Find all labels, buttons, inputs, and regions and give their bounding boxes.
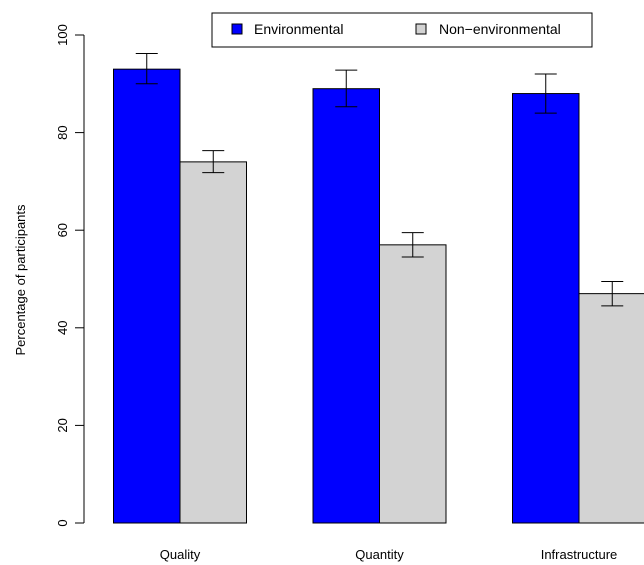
bar	[113, 68, 181, 524]
legend-label: Environmental	[254, 21, 344, 37]
y-tick-label: 60	[55, 223, 70, 237]
y-tick-label: 100	[55, 24, 70, 46]
bar	[179, 161, 247, 524]
bar	[512, 93, 580, 524]
y-tick-label: 0	[55, 519, 70, 526]
x-tick-label: Quality	[160, 547, 201, 562]
y-tick-label: 40	[55, 321, 70, 335]
y-axis: 0 20 40 60 80 100	[55, 24, 85, 527]
y-axis-label: Percentage of participants	[13, 204, 28, 356]
y-tick-label: 20	[55, 418, 70, 432]
legend: Environmental Non−environmental	[211, 12, 593, 48]
bar	[312, 88, 380, 524]
legend-label: Non−environmental	[439, 21, 561, 37]
bar	[578, 293, 644, 524]
legend-swatch	[231, 23, 243, 35]
y-tick-label: 80	[55, 125, 70, 139]
legend-swatch	[415, 23, 427, 35]
x-axis-labels: Quality Quantity Infrastructure	[160, 547, 618, 562]
bar	[379, 244, 447, 524]
bars	[113, 68, 644, 524]
x-tick-label: Quantity	[355, 547, 404, 562]
error-bars	[135, 53, 624, 307]
x-tick-label: Infrastructure	[541, 547, 618, 562]
legend-box	[211, 12, 593, 48]
